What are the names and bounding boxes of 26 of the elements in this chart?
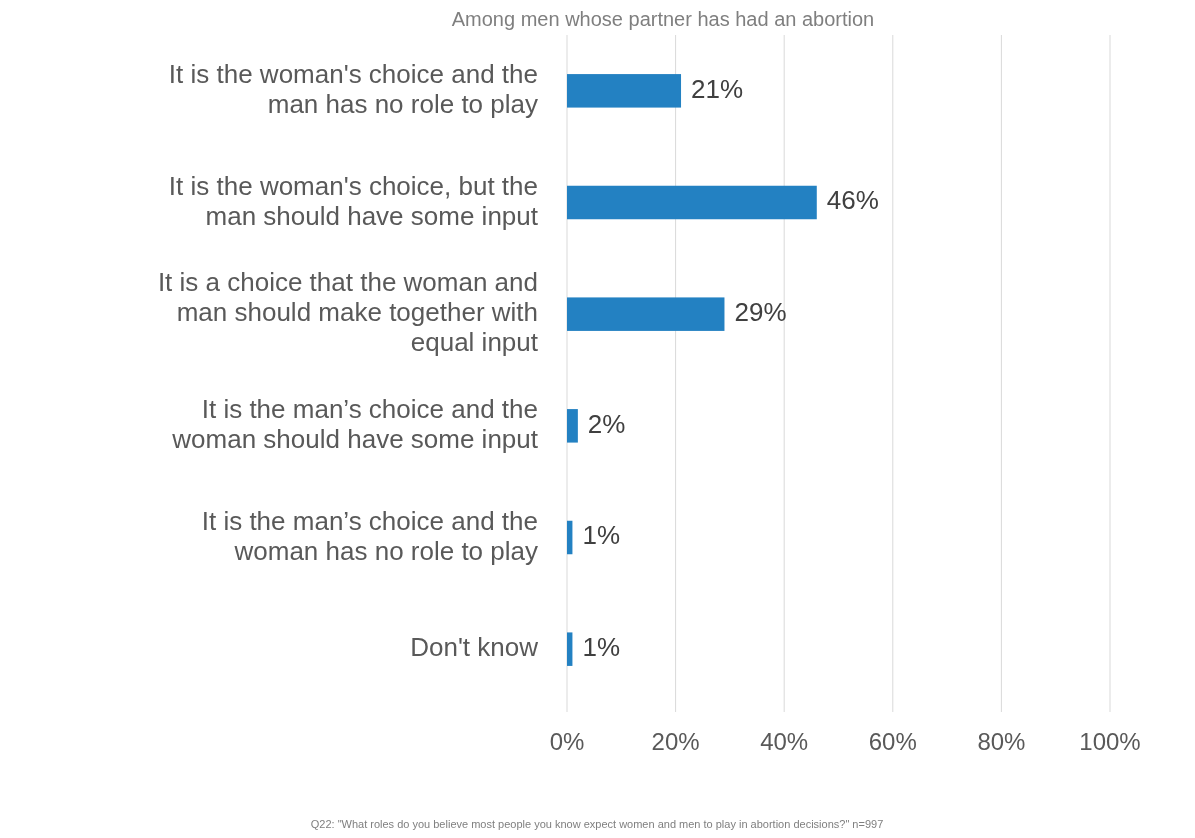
bar (567, 297, 725, 331)
data-label: 46% (826, 185, 879, 216)
bar (567, 520, 573, 555)
y-tick-label: It is the man’s choice and the woman has no role to play (201, 505, 538, 566)
x-tick-label: 100% (1079, 728, 1141, 755)
x-tick-label: 40% (760, 728, 809, 755)
data-label: 2% (587, 408, 626, 439)
bar (567, 74, 682, 108)
x-tick-label: 0% (549, 728, 585, 755)
data-label: 1% (582, 520, 621, 551)
x-tick-label: 80% (977, 728, 1026, 755)
y-tick-label: Don't know (410, 632, 539, 663)
x-tick-label: 20% (651, 728, 700, 755)
data-label: 21% (691, 73, 744, 104)
text: Q22: "What roles do you believe most people you know expect women and men to play in abortion decisions?" n=997 (310, 818, 884, 830)
chart-title: Among men whose partner has had an abortion (451, 8, 875, 30)
data-label: 29% (734, 297, 787, 328)
y-tick-label: It is the man’s choice and the woman should have some input (171, 393, 539, 454)
bar (567, 632, 573, 666)
x-tick-label: 60% (868, 728, 917, 755)
bar (567, 185, 817, 220)
data-label: 1% (582, 632, 621, 663)
bar (567, 409, 578, 443)
y-tick-label: It is the woman's choice and the man has no role to play (168, 58, 538, 119)
y-tick-label: It is a choice that the woman and man should make together with equal input (157, 267, 539, 358)
y-tick-label: It is the woman's choice, but the man should have some input (168, 170, 539, 231)
